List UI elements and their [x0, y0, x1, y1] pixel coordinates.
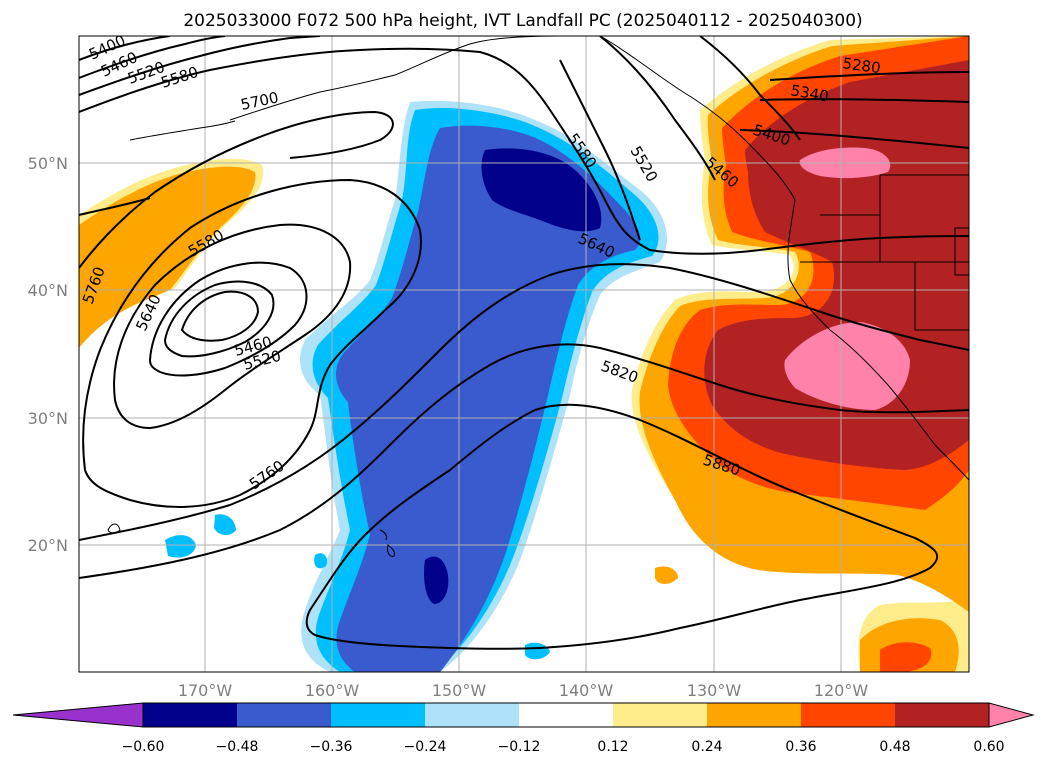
negative-ivt-region: [165, 100, 668, 672]
colorbar-swatch: [425, 703, 519, 727]
colorbar-tick-label: 0.36: [785, 739, 816, 755]
lon-label: 130°W: [687, 681, 742, 700]
latitude-labels: 50°N 40°N 30°N 20°N: [28, 154, 68, 555]
colorbar-swatch: [331, 703, 425, 727]
lon-label: 140°W: [559, 681, 614, 700]
colorbar-labels: −0.60 −0.48 −0.36 −0.24 −0.12 0.12 0.24 0.36 0.4…: [122, 739, 1005, 755]
lon-label: 120°W: [814, 681, 869, 700]
colorbar-swatch: [707, 703, 801, 727]
map-panel: 5400 5460 5520 5580 5700 5760 5640 5580 …: [79, 36, 969, 672]
colorbar-swatch: [613, 703, 707, 727]
colorbar-tick-label: 0.48: [879, 739, 910, 755]
colorbar-tick-label: −0.24: [404, 739, 447, 755]
colorbar-extend-low: [12, 702, 144, 728]
colorbar-tick-label: −0.60: [122, 739, 165, 755]
colorbar-tick-label: 0.12: [597, 739, 628, 755]
colorbar-tick-label: −0.36: [310, 739, 353, 755]
colorbar-swatch: [801, 703, 895, 727]
colorbar-frame: [142, 702, 990, 728]
colorbar-swatch: [143, 703, 237, 727]
colorbar-tick-label: −0.48: [216, 739, 259, 755]
colorbar-tick-label: 0.24: [691, 739, 722, 755]
height-contours: [79, 36, 969, 650]
lon-label: 170°W: [178, 681, 233, 700]
lon-label: 150°W: [432, 681, 487, 700]
colorbar: [12, 702, 1035, 728]
lon-label: 160°W: [305, 681, 360, 700]
colorbar-tick-label: 0.60: [973, 739, 1004, 755]
map-title: 2025033000 F072 500 hPa height, IVT Land…: [183, 11, 862, 31]
lat-label: 40°N: [28, 281, 68, 300]
map-frame: [78, 35, 970, 673]
colorbar-extend-high: [988, 702, 1035, 728]
contour-label: 5280: [841, 54, 881, 77]
colorbar-swatch: [237, 703, 331, 727]
colorbar-swatch: [895, 703, 989, 727]
graticule: [79, 36, 969, 672]
colorbar-swatch: [519, 703, 613, 727]
lat-label: 30°N: [28, 409, 68, 428]
coastlines: [107, 36, 969, 557]
colorbar-tick-label: −0.12: [498, 739, 541, 755]
lat-label: 20°N: [28, 536, 68, 555]
longitude-labels: 170°W 160°W 150°W 140°W 130°W 120°W: [178, 681, 869, 700]
lat-label: 50°N: [28, 154, 68, 173]
